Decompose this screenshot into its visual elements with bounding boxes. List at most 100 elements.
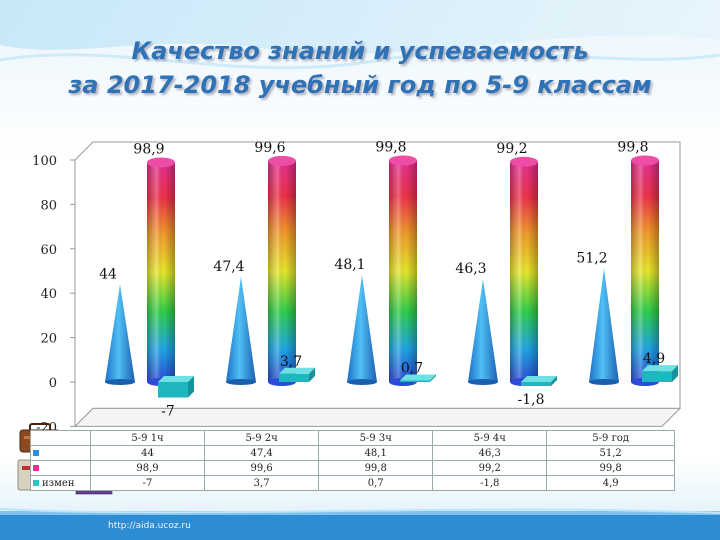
box-top [279,367,315,374]
footer-url: http://aida.ucoz.ru [108,521,191,531]
legend-swatch [33,465,39,471]
table-cell: 44 [89,445,206,461]
box-top [400,374,436,381]
box-data-label: 4,9 [643,351,665,367]
table-header-row: 5-9 1ч 5-9 2ч 5-9 3ч 5-9 4ч 5-9 год [30,430,675,446]
table-row-label [30,445,91,461]
y-tick-label: 80 [40,198,57,213]
cone-base [105,379,135,385]
legend-label: измен [42,477,75,489]
footer-bar [0,508,720,540]
legend-swatch [33,480,39,486]
data-table: 5-9 1ч 5-9 2ч 5-9 3ч 5-9 4ч 5-9 год 44 47,4 48,… [30,430,675,491]
table-category-cell: 5-9 2ч [204,430,320,446]
cylinder-top [631,155,659,166]
cylinder-data-label: 99,8 [375,139,406,155]
table-cell: -7 [89,475,206,491]
cylinder-top [510,156,538,167]
table-category-cell: 5-9 год [546,430,675,446]
table-category-cell: 5-9 3ч [318,430,434,446]
table-category-cell: 5-9 4ч [432,430,548,446]
cylinder-shade [510,161,538,382]
y-tick-label: 0 [49,376,57,391]
table-cell: 4,9 [546,475,675,491]
title-line-2: за 2017-2018 учебный год по 5-9 классам [68,71,652,99]
cone-data-label: 46,3 [455,261,486,277]
plot-floor [73,407,682,427]
cone-bar [347,275,377,382]
chart-title: Качество знаний и успеваемость за 2017-2… [0,34,720,102]
box-top [642,365,678,372]
box-top [158,376,194,382]
cone-base [347,379,377,385]
cone-data-label: 44 [99,266,117,282]
data-table-container: 5-9 1ч 5-9 2ч 5-9 3ч 5-9 4ч 5-9 год 44 47,4 48,… [30,430,675,491]
table-cell: 98,9 [89,460,206,476]
cylinder-shade [147,162,175,382]
table-corner-cell [30,430,91,446]
table-cell: 3,7 [204,475,320,491]
table-cell: 99,6 [204,460,320,476]
box-side [551,376,557,386]
table-row-label: измен [30,475,91,491]
cylinder-top [268,155,296,166]
table-row: 44 47,4 48,1 46,3 51,2 [30,445,675,461]
table-cell: -1,8 [432,475,548,491]
table-cell: 46,3 [432,445,548,461]
table-cell: 99,8 [546,460,675,476]
box-data-label: -1,8 [518,392,545,408]
chart-marks [105,155,678,398]
box-side [188,376,194,398]
y-tick-label: 100 [32,154,57,169]
cylinder-data-label: 99,6 [254,140,285,156]
box-bar [400,380,430,382]
box-bar [279,373,309,382]
cone-data-label: 47,4 [213,259,244,275]
table-cell: 99,2 [432,460,548,476]
y-tick-label: 20 [40,332,57,347]
table-cell: 51,2 [546,445,675,461]
box-side [309,367,315,382]
cylinder-top [147,157,175,168]
table-row-label [30,460,91,476]
cylinder-data-label: 99,2 [496,141,527,157]
box-side [672,365,678,382]
box-bar [642,371,672,382]
box-data-label: 3,7 [280,354,302,370]
table-cell: 99,8 [318,460,434,476]
cone-data-label: 51,2 [576,250,607,266]
cylinder-shade [389,160,417,382]
box-bar [521,382,551,386]
box-side [430,374,436,382]
cylinder-top [389,155,417,166]
y-tick-label: 60 [40,243,57,258]
cylinder-shade [268,160,296,382]
cone-bar [589,268,619,382]
table-row: 98,9 99,6 99,8 99,2 99,8 [30,460,675,476]
cone-bar [105,284,135,382]
title-line-1: Качество знаний и успеваемость [131,37,589,65]
cylinder-data-label: 99,8 [617,139,648,155]
cone-base [589,379,619,385]
cone-bar [226,276,256,382]
box-data-label: 0,7 [401,360,423,376]
table-cell: 47,4 [204,445,320,461]
cylinder-data-label: 98,9 [133,141,164,157]
box-bar [158,382,188,398]
data-labels: 44 98,9 -7 47,4 99,6 3,7 48,1 99,8 0,7 46,3 99,2 -1… [99,139,665,419]
cone-bar [468,279,498,382]
cone-base [226,379,256,385]
box-top [521,376,557,382]
table-category-cell: 5-9 1ч [89,430,206,446]
y-tick-label: 40 [40,287,57,302]
header-wave-decoration [0,0,720,70]
table-row: измен -7 3,7 0,7 -1,8 4,9 [30,475,675,491]
legend-swatch [33,450,39,456]
box-data-label: -7 [161,404,175,420]
cone-data-label: 48,1 [334,257,365,273]
cone-base [468,379,498,385]
cylinder-shade [631,160,659,382]
table-cell: 0,7 [318,475,434,491]
